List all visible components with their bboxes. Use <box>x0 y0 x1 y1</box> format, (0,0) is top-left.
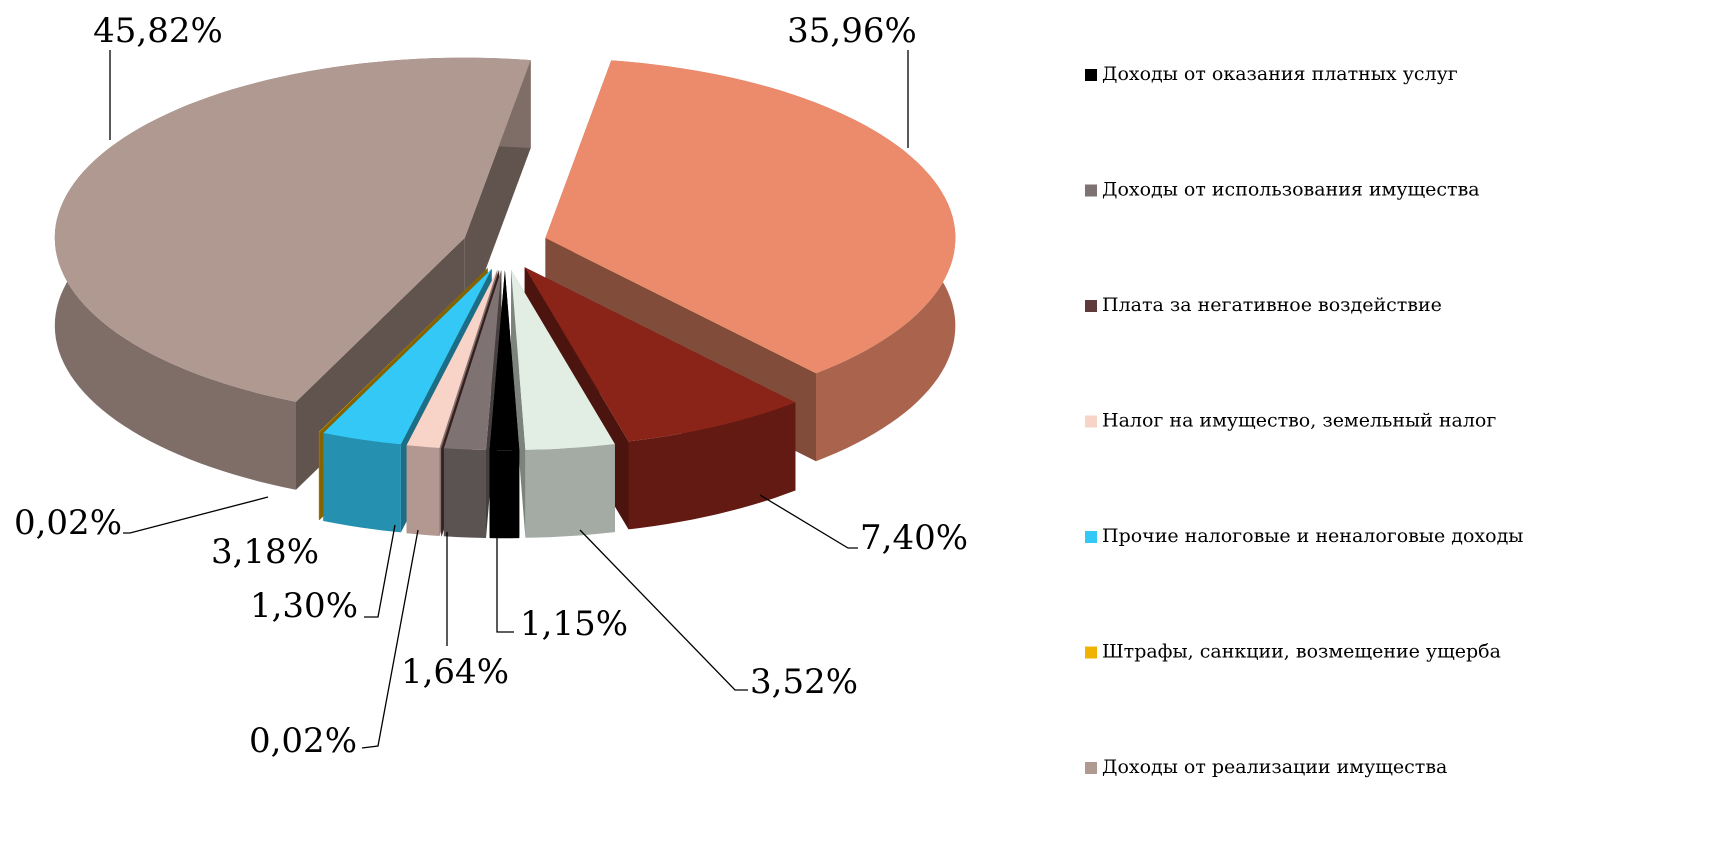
data-label: 0,02% <box>14 503 122 543</box>
data-label: 7,40% <box>860 518 968 558</box>
slice-top <box>489 270 520 451</box>
leader-line <box>579 529 748 691</box>
slice-side <box>628 402 796 530</box>
legend-swatch <box>1085 69 1097 81</box>
slice-top <box>323 268 492 445</box>
legend-label: Штрафы, санкции, возмещение ущерба <box>1102 641 1501 663</box>
leader-line <box>496 538 514 633</box>
legend-label: Доходы от реализации имущества <box>1102 756 1447 778</box>
slice-side <box>489 450 520 539</box>
slice-top <box>511 269 615 450</box>
legend-label: Прочие налоговые и неналоговые доходы <box>1102 525 1523 547</box>
leader-line <box>123 496 269 534</box>
slice-side <box>406 445 440 536</box>
legend-label: Плата за негативное воздействие <box>1102 294 1442 316</box>
slice-side <box>323 433 401 533</box>
data-label: 1,15% <box>520 604 628 644</box>
data-label: 35,96% <box>787 11 917 51</box>
slice-side <box>318 432 320 521</box>
data-label: 0,02% <box>249 721 357 761</box>
data-label: 1,30% <box>250 586 358 626</box>
slice-side <box>441 448 442 537</box>
slice-side <box>525 444 615 538</box>
data-label: 1,64% <box>401 652 509 692</box>
legend-swatch <box>1085 646 1097 659</box>
slice-side <box>511 269 526 538</box>
slice-top <box>318 268 488 433</box>
data-label: 45,82% <box>93 11 223 51</box>
slice-top <box>441 269 500 449</box>
slice-top <box>545 60 956 374</box>
legend-swatch <box>1085 531 1097 543</box>
leader-line <box>364 524 396 618</box>
legend-swatch <box>1085 184 1097 197</box>
legend-label: Налог на имущество, земельный налог <box>1102 410 1496 432</box>
leader-line <box>759 494 858 549</box>
slice <box>443 270 502 538</box>
slice <box>511 269 615 538</box>
legend-label: Доходы от использования имущества <box>1102 179 1480 201</box>
slice-side <box>443 448 486 538</box>
slice-top <box>524 267 796 442</box>
data-label: 3,18% <box>211 532 319 572</box>
slice-top <box>443 270 502 450</box>
slice-top <box>406 269 498 448</box>
legend-label: Доходы от оказания платных услуг <box>1102 63 1458 85</box>
slice-top <box>54 57 531 402</box>
legend-swatch <box>1085 300 1097 312</box>
data-label: 3,52% <box>750 662 858 702</box>
legend-swatch <box>1085 762 1097 774</box>
leader-line <box>361 529 419 749</box>
legend-swatch <box>1085 415 1097 428</box>
slice <box>489 270 520 539</box>
